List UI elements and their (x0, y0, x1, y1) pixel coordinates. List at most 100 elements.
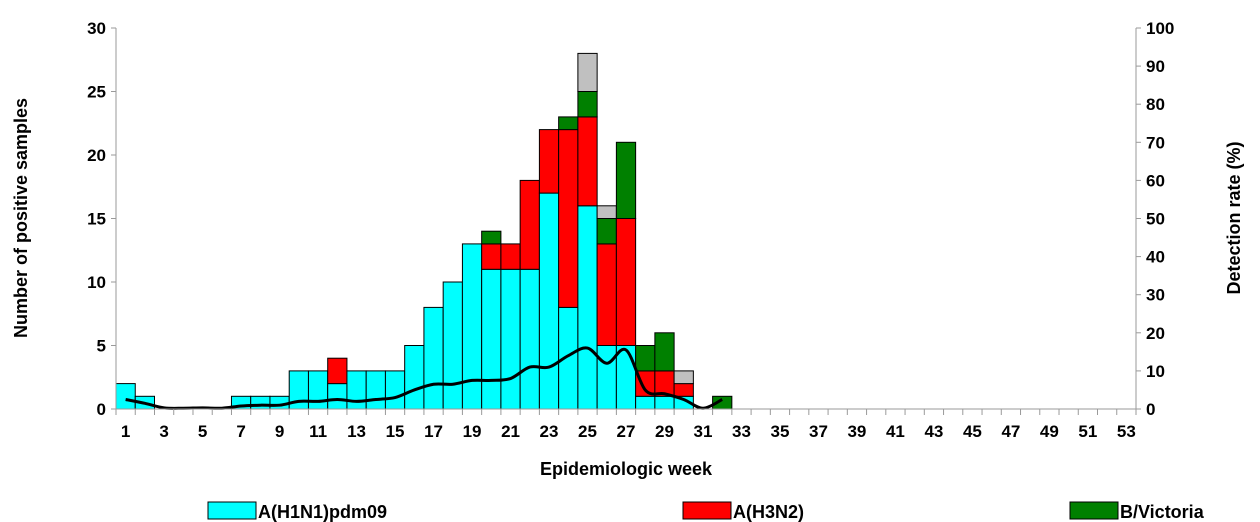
x-tick-label: 3 (159, 422, 168, 441)
bar-week-25-series-2 (577, 91, 598, 118)
detection-rate-line (125, 346, 723, 410)
legend-item-h1n1: A(H1N1)pdm09 (207, 501, 387, 522)
legend: A(H1N1)pdm09 A(H3N2) B/Victoria (207, 501, 1205, 522)
y-tick-label: 25 (87, 83, 106, 102)
y-tick-label: 5 (97, 337, 106, 356)
y-tick-label: 15 (87, 210, 106, 229)
x-tick-label: 19 (463, 422, 482, 441)
bar-week-12-series-0 (327, 383, 348, 410)
bar-week-25-series-3 (577, 52, 598, 92)
legend-label-bvictoria: B/Victoria (1120, 502, 1205, 522)
x-tick-label: 13 (347, 422, 366, 441)
bar-week-27-series-1 (615, 218, 637, 346)
x-tick-label: 53 (1117, 422, 1136, 441)
bar-week-20-series-1 (481, 243, 502, 270)
bar-week-23-series-1 (538, 129, 560, 194)
y2-tick-label: 40 (1146, 248, 1165, 267)
y2-tick-label: 70 (1146, 133, 1165, 152)
legend-swatch-bvictoria (1069, 501, 1119, 520)
bar-week-27-series-0 (615, 345, 637, 410)
bar-week-26-series-0 (596, 345, 617, 410)
y2-tick-label: 80 (1146, 95, 1165, 114)
x-tick-label: 47 (1001, 422, 1020, 441)
y2-axis-title: Detection rate (%) (1224, 141, 1244, 294)
y2-tick-label: 20 (1146, 324, 1165, 343)
bar-week-21-series-1 (500, 243, 521, 270)
x-tick-label: 1 (121, 422, 130, 441)
x-tick-label: 49 (1040, 422, 1059, 441)
bar-week-24-series-1 (558, 129, 579, 308)
y2-tick-label: 50 (1146, 210, 1165, 229)
legend-item-bvictoria: B/Victoria (1069, 501, 1205, 522)
y-tick-label: 10 (87, 273, 106, 292)
legend-swatch-h1n1 (207, 501, 257, 520)
legend-label-h1n1: A(H1N1)pdm09 (258, 502, 387, 522)
bar-week-30-series-3 (673, 370, 694, 385)
bar-week-16-series-0 (404, 345, 425, 410)
bar-week-25-series-0 (577, 205, 598, 410)
bar-week-28-series-0 (635, 395, 656, 410)
y2-tick-label: 100 (1146, 19, 1174, 38)
x-tick-label: 33 (732, 422, 751, 441)
bar-week-24-series-2 (558, 116, 579, 131)
y-axis-title: Number of positive samples (11, 98, 31, 338)
bar-week-25-series-1 (577, 116, 598, 207)
y2-tick-label: 0 (1146, 400, 1155, 419)
y-tick-label: 20 (87, 146, 106, 165)
bar-week-21-series-0 (500, 268, 521, 410)
x-tick-label: 15 (386, 422, 405, 441)
x-tick-label: 45 (963, 422, 982, 441)
bar-week-17-series-0 (423, 306, 444, 410)
y-tick-label: 0 (97, 400, 106, 419)
x-tick-label: 37 (809, 422, 828, 441)
bar-week-15-series-0 (384, 370, 406, 410)
bar-week-18-series-0 (442, 281, 463, 410)
bar-week-12-series-1 (327, 357, 348, 385)
bar-week-26-series-1 (596, 243, 617, 346)
bar-week-22-series-0 (519, 268, 540, 410)
bar-week-20-series-2 (481, 230, 502, 245)
y-tick-label: 30 (87, 19, 106, 38)
bar-week-22-series-1 (519, 179, 540, 270)
bar-week-19-series-0 (461, 243, 483, 410)
bars-layer (115, 52, 733, 410)
bar-week-29-series-0 (654, 395, 675, 410)
x-tick-label: 41 (886, 422, 905, 441)
bar-week-1-series-0 (115, 383, 136, 410)
x-tick-label: 51 (1078, 422, 1097, 441)
y2-tick-label: 30 (1146, 286, 1165, 305)
bar-week-30-series-1 (673, 383, 694, 397)
x-tick-label: 39 (847, 422, 866, 441)
x-tick-label: 21 (501, 422, 520, 441)
bar-week-14-series-0 (365, 370, 386, 410)
x-tick-label: 43 (924, 422, 943, 441)
bar-week-11-series-0 (307, 370, 329, 410)
bar-week-28-series-2 (635, 345, 656, 372)
x-axis-title: Epidemiologic week (540, 459, 713, 479)
x-tick-label: 31 (694, 422, 713, 441)
line-layer (125, 346, 723, 410)
bar-week-13-series-0 (346, 370, 367, 410)
x-tick-label: 17 (424, 422, 443, 441)
x-tick-label: 5 (198, 422, 207, 441)
x-tick-label: 27 (617, 422, 636, 441)
bar-week-23-series-0 (538, 192, 560, 410)
x-tick-label: 35 (771, 422, 790, 441)
x-tick-label: 11 (309, 422, 327, 441)
bar-week-29-series-2 (654, 332, 675, 372)
bar-week-26-series-3 (596, 205, 617, 220)
x-tick-label: 9 (275, 422, 284, 441)
bar-week-26-series-2 (596, 218, 617, 245)
x-tick-label: 29 (655, 422, 674, 441)
labels-layer: Epidemiologic week Number of positive sa… (11, 98, 1244, 479)
x-tick-label: 25 (578, 422, 597, 441)
y2-tick-label: 90 (1146, 57, 1165, 76)
bar-week-20-series-0 (481, 268, 502, 410)
bar-week-8-series-0 (250, 395, 271, 410)
legend-swatch-h3n2 (682, 501, 732, 520)
x-tick-label: 7 (236, 422, 245, 441)
x-tick-label: 23 (540, 422, 559, 441)
legend-item-h3n2: A(H3N2) (682, 501, 804, 522)
